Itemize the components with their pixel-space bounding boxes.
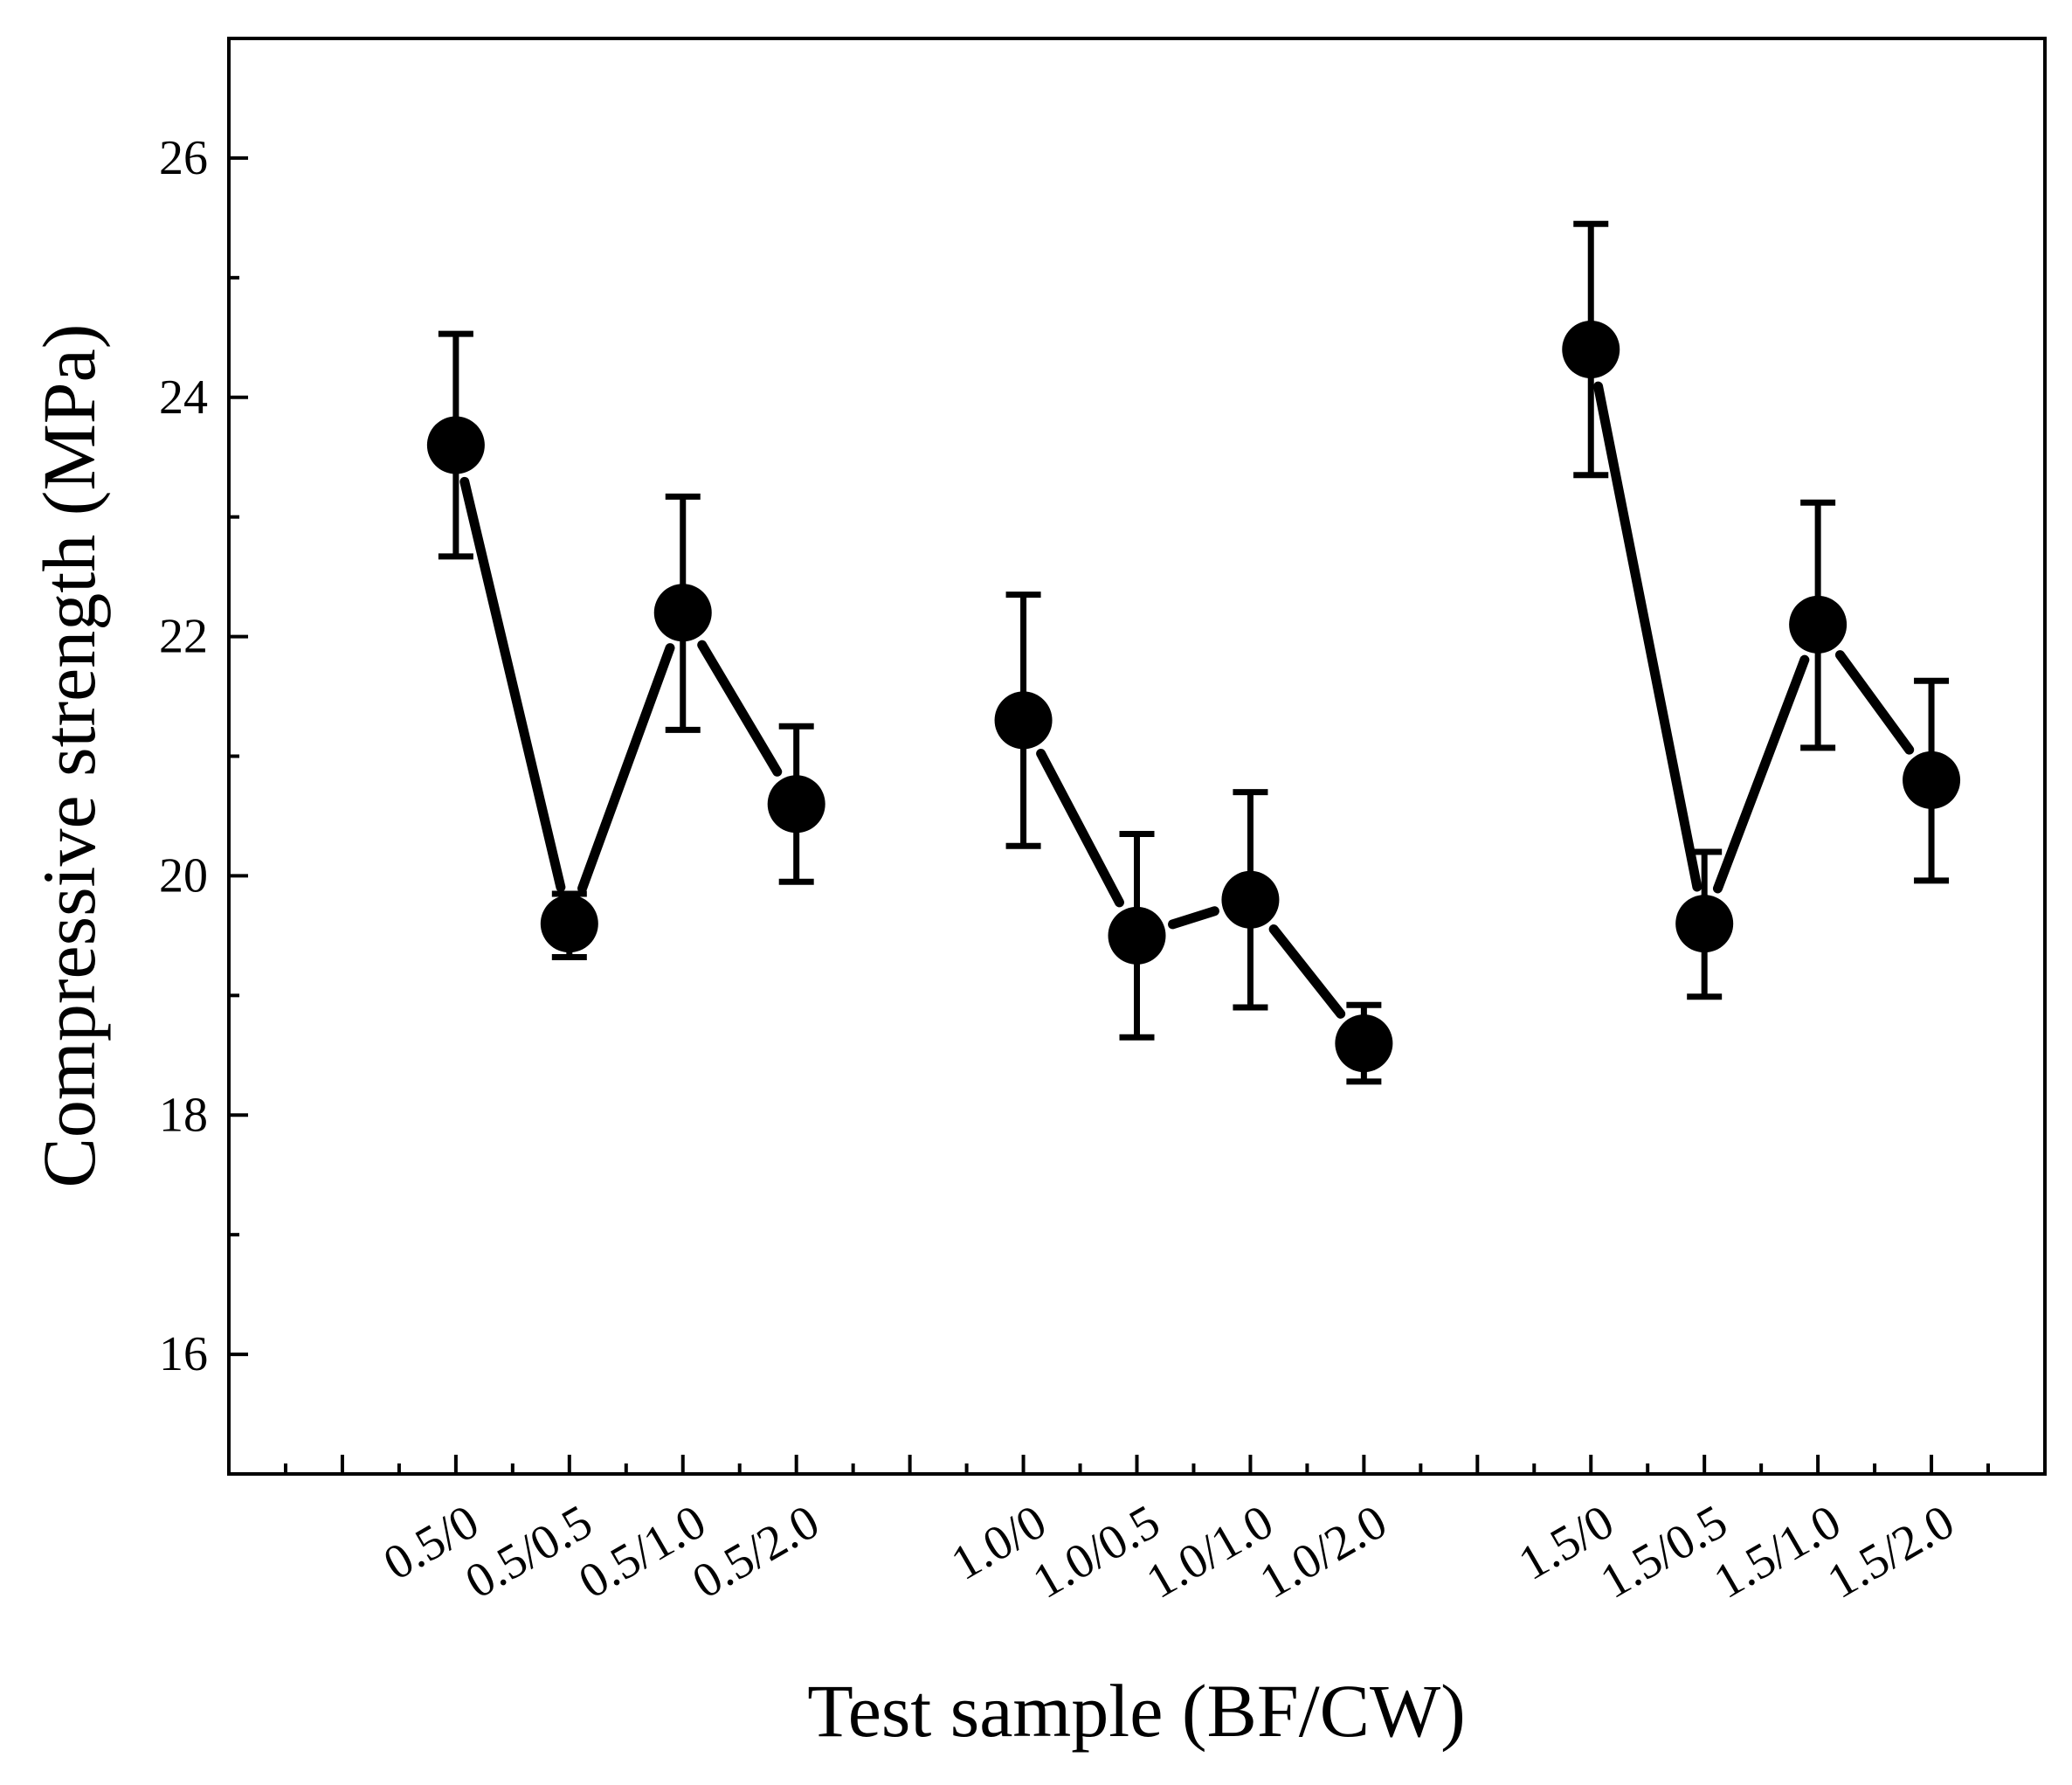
y-tick-label: 22 (159, 610, 208, 664)
data-point (1675, 895, 1734, 953)
x-tick-label: 0.5/0.5 (457, 1495, 602, 1609)
x-tick-label: 1.5/0.5 (1592, 1495, 1737, 1609)
data-point (1108, 906, 1166, 965)
y-tick-label: 24 (159, 370, 208, 425)
series-line-segment (1834, 650, 1915, 755)
axis-ticks (229, 37, 1991, 1476)
data-point (1789, 595, 1848, 654)
data-point (540, 895, 598, 953)
x-axis-label: Test sample (BF/CW) (807, 1669, 1466, 1753)
series-line-segment (1168, 906, 1219, 930)
data-point (1562, 320, 1620, 378)
series-line-segment (1268, 924, 1346, 1019)
data-point (653, 584, 712, 642)
series-line-segment (459, 476, 566, 892)
x-tick-label: 1.0/1.0 (1137, 1495, 1282, 1609)
y-tick-label: 26 (159, 131, 208, 185)
series-line-segment (1712, 654, 1810, 894)
series-line-segment (697, 640, 783, 777)
series-layer (426, 220, 1961, 1085)
x-tick-label: 0.5/2.0 (683, 1495, 828, 1609)
x-tick-label: 1.0/0.5 (1024, 1495, 1169, 1609)
data-point (426, 416, 485, 474)
series-group (426, 330, 825, 961)
y-tick-label: 16 (159, 1327, 208, 1381)
series-line-segment (1593, 381, 1702, 892)
y-tick-label: 18 (159, 1088, 208, 1142)
x-tick-label: 1.5/1.0 (1705, 1495, 1850, 1609)
data-point (767, 775, 825, 834)
data-point (1221, 870, 1280, 929)
y-tick-label: 20 (159, 848, 208, 903)
data-point (1903, 751, 1961, 809)
x-tick-label: 0.5/1.0 (570, 1495, 715, 1609)
series-line-segment (1036, 748, 1124, 908)
data-point (994, 691, 1053, 750)
x-tick-label: 1.5/2.0 (1819, 1495, 1964, 1609)
series-group (1562, 220, 1961, 1000)
data-point (1335, 1014, 1393, 1073)
y-axis-label: Compressive strength (MPa) (27, 324, 111, 1188)
series-line-segment (577, 643, 675, 894)
x-tick-label: 1.0/2.0 (1251, 1495, 1396, 1609)
series-group (994, 592, 1393, 1085)
